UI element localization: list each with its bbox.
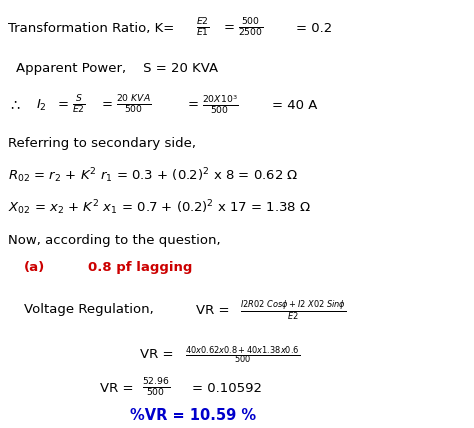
Text: Referring to secondary side,: Referring to secondary side, <box>8 137 196 149</box>
Text: $\therefore$: $\therefore$ <box>8 98 21 113</box>
Text: 0.8 pf lagging: 0.8 pf lagging <box>88 262 192 274</box>
Text: = 40 A: = 40 A <box>272 98 318 112</box>
Text: VR =: VR = <box>100 381 134 395</box>
Text: $\frac{500}{2500}$: $\frac{500}{2500}$ <box>238 17 264 39</box>
Text: $\frac{\mathit{I2R02\ Cos\phi+I2\ X02\ Sin\phi}}{\mathit{E2}}$: $\frac{\mathit{I2R02\ Cos\phi+I2\ X02\ S… <box>240 298 346 321</box>
Text: Transformation Ratio, K=: Transformation Ratio, K= <box>8 21 174 35</box>
Text: = 0.10592: = 0.10592 <box>192 381 262 395</box>
Text: $R_{02}$ = $r_2$ + $K^2$ $r_1$ = 0.3 + (0.2)$^2$ x 8 = 0.62 $\Omega$: $R_{02}$ = $r_2$ + $K^2$ $r_1$ = 0.3 + (… <box>8 166 299 185</box>
Text: =: = <box>58 98 69 112</box>
Text: %VR = 10.59 %: %VR = 10.59 % <box>130 407 256 422</box>
Text: (a): (a) <box>24 262 45 274</box>
Text: = 0.2: = 0.2 <box>296 21 332 35</box>
Text: $I_2$: $I_2$ <box>36 98 47 113</box>
Text: VR =: VR = <box>140 348 173 362</box>
Text: $\frac{20X10^3}{500}$: $\frac{20X10^3}{500}$ <box>202 94 238 116</box>
Text: $\frac{52.96}{500}$: $\frac{52.96}{500}$ <box>142 377 171 399</box>
Text: $X_{02}$ = $x_2$ + $K^2$ $x_1$ = 0.7 + (0.2)$^2$ x 17 = 1.38 $\Omega$: $X_{02}$ = $x_2$ + $K^2$ $x_1$ = 0.7 + (… <box>8 199 311 217</box>
Text: $\frac{40x0.62x0.8+40x1.38x0.6}{500}$: $\frac{40x0.62x0.8+40x1.38x0.6}{500}$ <box>185 344 300 366</box>
Text: Voltage Regulation,: Voltage Regulation, <box>24 303 154 316</box>
Text: $\frac{S}{E2}$: $\frac{S}{E2}$ <box>72 94 86 116</box>
Text: $\frac{E2}{E1}$: $\frac{E2}{E1}$ <box>196 17 210 39</box>
Text: Now, according to the question,: Now, according to the question, <box>8 234 220 247</box>
Text: $\frac{20\ KVA}{500}$: $\frac{20\ KVA}{500}$ <box>116 94 152 116</box>
Text: =: = <box>102 98 113 112</box>
Text: VR =: VR = <box>196 303 229 316</box>
Text: =: = <box>224 21 235 35</box>
Text: =: = <box>188 98 199 112</box>
Text: Apparent Power,    S = 20 KVA: Apparent Power, S = 20 KVA <box>16 62 218 74</box>
